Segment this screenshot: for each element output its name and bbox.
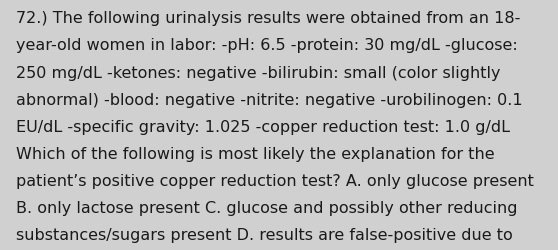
- Text: B. only lactose present C. glucose and possibly other reducing: B. only lactose present C. glucose and p…: [16, 200, 517, 215]
- Text: patient’s positive copper reduction test? A. only glucose present: patient’s positive copper reduction test…: [16, 173, 533, 188]
- Text: 72.) The following urinalysis results were obtained from an 18-: 72.) The following urinalysis results we…: [16, 11, 520, 26]
- Text: year-old women in labor: -pH: 6.5 -protein: 30 mg/dL -glucose:: year-old women in labor: -pH: 6.5 -prote…: [16, 38, 517, 53]
- Text: Which of the following is most likely the explanation for the: Which of the following is most likely th…: [16, 146, 494, 161]
- Text: EU/dL -specific gravity: 1.025 -copper reduction test: 1.0 g/dL: EU/dL -specific gravity: 1.025 -copper r…: [16, 119, 509, 134]
- Text: abnormal) -blood: negative -nitrite: negative -urobilinogen: 0.1: abnormal) -blood: negative -nitrite: neg…: [16, 92, 522, 107]
- Text: 250 mg/dL -ketones: negative -bilirubin: small (color slightly: 250 mg/dL -ketones: negative -bilirubin:…: [16, 65, 500, 80]
- Text: substances/sugars present D. results are false-positive due to: substances/sugars present D. results are…: [16, 227, 512, 242]
